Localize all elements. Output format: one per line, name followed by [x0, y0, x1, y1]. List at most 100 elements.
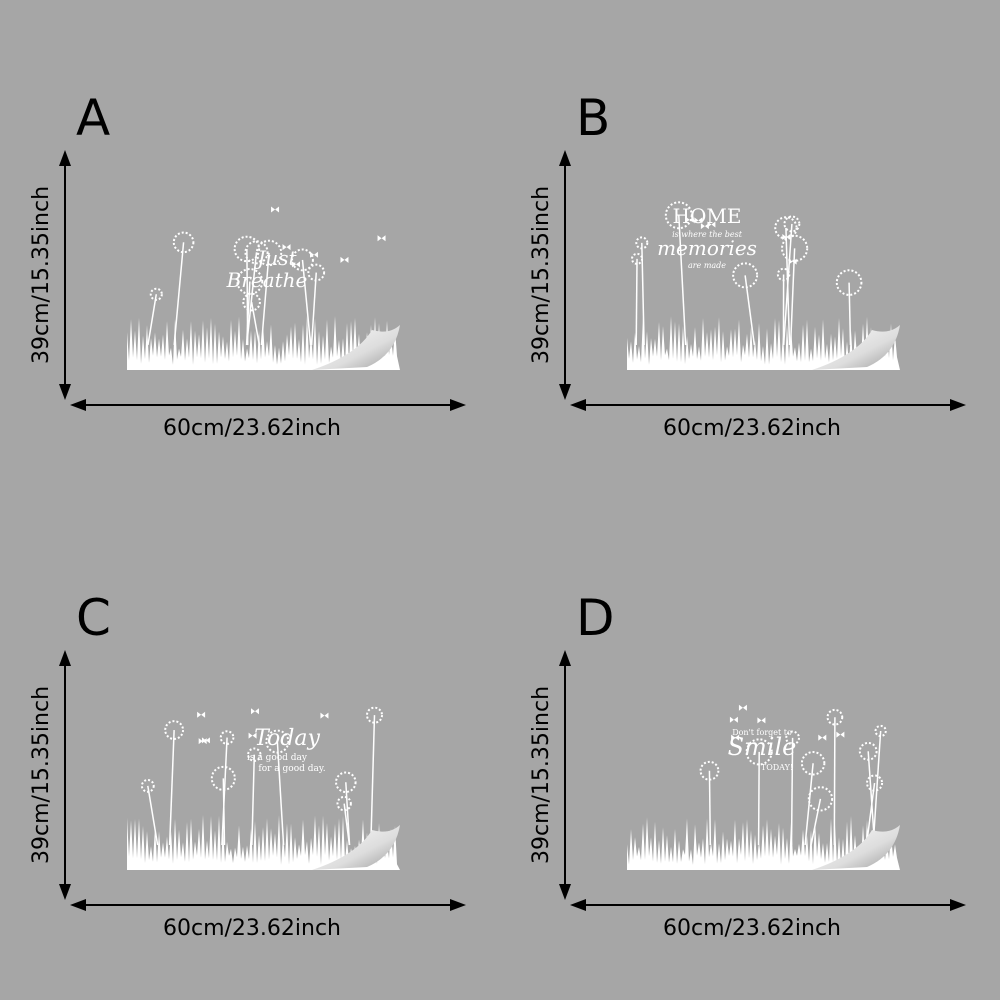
flower-stem [789, 248, 796, 346]
flower-head [826, 708, 844, 726]
height-label: 39cm/15.35inch [29, 686, 54, 864]
panel-letter: C [76, 589, 111, 647]
flower-stem [276, 741, 285, 846]
flower-head [635, 236, 649, 250]
butterfly [197, 711, 206, 718]
flower-head [858, 741, 878, 761]
width-label: 60cm/23.62inch [163, 416, 341, 441]
flower-head [783, 215, 801, 233]
flower-stem [810, 798, 822, 846]
flower-head [835, 269, 863, 296]
flower-head [291, 248, 314, 272]
panel: B 39cm/15.35inch 60cm/23.62inch HOME is wher… [529, 89, 966, 441]
flower-stem [790, 737, 794, 846]
butterfly [685, 216, 694, 223]
grass [127, 815, 400, 870]
flower-stem [678, 215, 687, 346]
decal-text: HOME [673, 204, 742, 228]
panel-letter: B [576, 89, 610, 147]
butterfly [248, 732, 257, 739]
flower-stem [168, 730, 175, 846]
flower-stem [757, 751, 760, 846]
butterfly [782, 233, 791, 240]
decal-text: TODAY! [761, 763, 793, 772]
panel-letter: D [576, 589, 615, 647]
flower-head [247, 747, 262, 762]
flower-head [210, 765, 236, 791]
flower-head [242, 292, 261, 312]
flower-head [807, 786, 834, 812]
flower-head [172, 231, 195, 254]
butterfly [198, 738, 207, 745]
decal-text: are made [688, 261, 726, 270]
flower-head [336, 795, 352, 812]
flower-head [335, 771, 357, 794]
width-label: 60cm/23.62inch [163, 916, 341, 941]
butterfly [788, 258, 797, 265]
flower-head [149, 287, 163, 301]
butterfly [201, 737, 210, 744]
panel: C 39cm/15.35inch 60cm/23.62inch Today is a g… [29, 589, 466, 941]
flower-stem [301, 259, 312, 346]
decal-text: Smile [728, 733, 797, 761]
flower-head [785, 730, 800, 746]
flower-head [233, 235, 261, 263]
flower-head [265, 729, 290, 754]
flower-stem [635, 258, 638, 346]
flower-head [776, 267, 791, 282]
flower-head [164, 720, 185, 740]
butterfly [707, 221, 716, 228]
butterfly [320, 712, 329, 719]
flower-stem [246, 248, 249, 346]
peeled-corner [312, 825, 400, 870]
flower-head [219, 730, 235, 745]
flower-head [236, 268, 264, 295]
butterfly [250, 708, 259, 715]
flower-stem [370, 715, 376, 846]
flower-stem [260, 252, 270, 346]
panel-letter: A [76, 89, 110, 147]
height-label: 39cm/15.35inch [529, 686, 554, 864]
decal-text: is a good day [247, 753, 308, 763]
butterfly [310, 251, 319, 258]
decal-text: memories [657, 236, 757, 260]
flower-head [140, 778, 155, 793]
decal-text: Today [254, 726, 320, 751]
flower-stem [147, 294, 158, 346]
peeled-corner [312, 325, 400, 370]
panel: D 39cm/15.35inch 60cm/23.62inch Don't forge… [529, 589, 966, 941]
grass [627, 815, 900, 870]
flower-stem [251, 754, 256, 846]
flower-stem [173, 242, 185, 346]
decal-text: Breathe [226, 268, 308, 292]
decal-text: is where the best [672, 230, 743, 239]
flower-head [244, 240, 269, 265]
flower-head [307, 263, 326, 282]
grass [627, 316, 900, 370]
decal-text: for a good day. [258, 764, 325, 774]
flower-stem [833, 717, 836, 846]
butterfly [694, 217, 703, 224]
flower-stem [245, 252, 258, 346]
flower-stem [848, 282, 852, 346]
butterfly [700, 223, 709, 230]
height-label: 39cm/15.35inch [529, 186, 554, 364]
butterfly [731, 734, 740, 741]
butterfly [818, 734, 827, 741]
flower-head [865, 774, 884, 792]
flower-stem [641, 242, 645, 346]
butterfly [836, 731, 845, 738]
flower-stem [345, 782, 351, 846]
flower-stem [147, 785, 159, 846]
butterfly [377, 235, 386, 242]
flower-stem [310, 272, 317, 346]
peeled-corner [812, 825, 900, 870]
flower-head [774, 216, 798, 240]
butterfly [292, 261, 301, 268]
butterfly [340, 256, 349, 263]
flower-stem [250, 301, 261, 346]
